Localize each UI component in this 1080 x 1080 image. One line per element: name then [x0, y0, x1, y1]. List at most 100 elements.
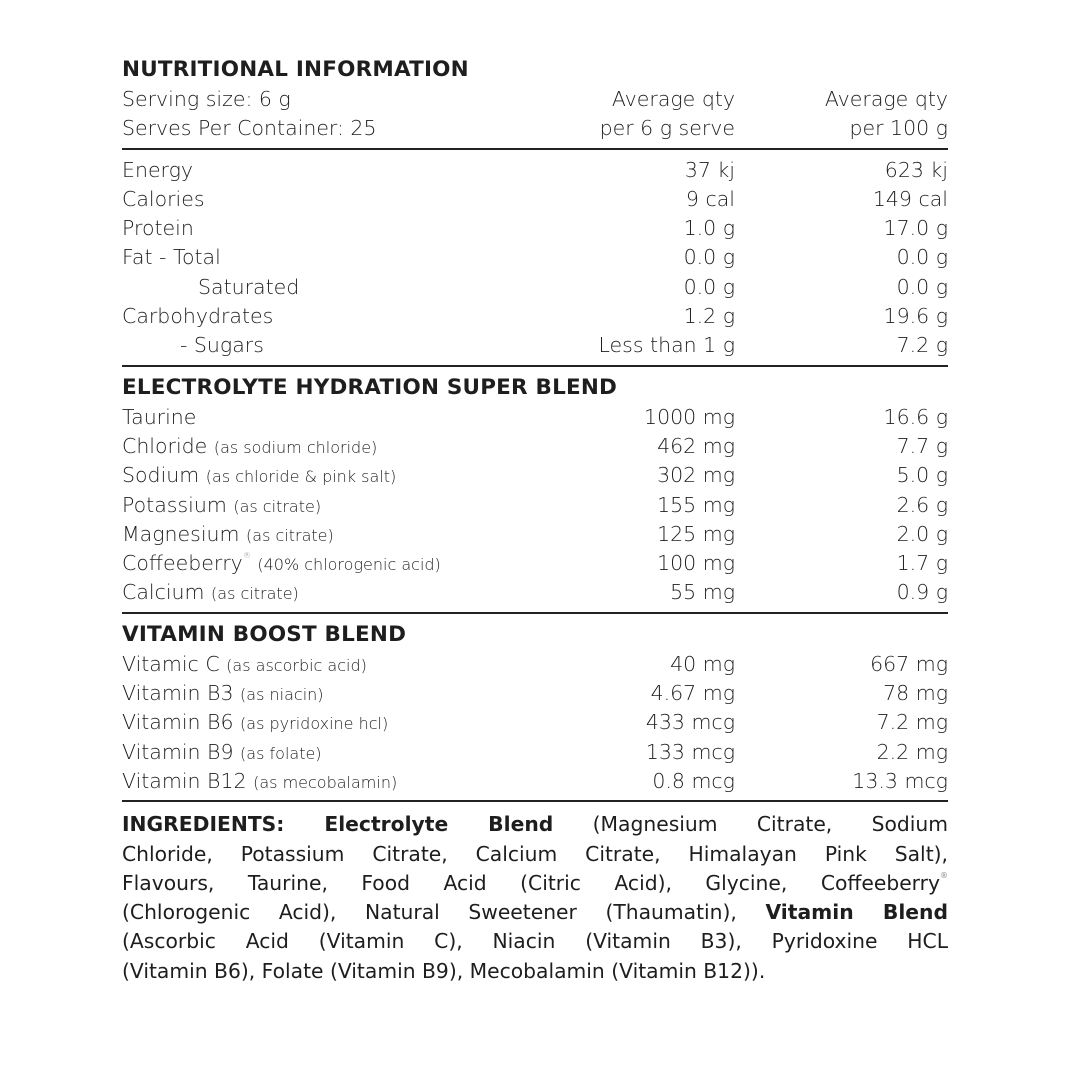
nutrient-name: Chloride (as sodium chloride)	[122, 432, 495, 461]
nutrient-name: - Sugars	[122, 331, 495, 360]
per-100g-value: 667 mg	[870, 651, 948, 676]
per-serve-value: 100 mg	[657, 551, 735, 576]
per-100g-value: 0.0 g	[896, 274, 948, 299]
nutrient-label: Taurine	[122, 404, 197, 429]
per-100g-value: 78 mg	[883, 681, 948, 706]
nutrient-name: Vitamic C (as ascorbic acid)	[122, 650, 495, 679]
nutrition-rows: Energy 37 kj 623 kj Calories 9 cal 149 cal Pro…	[122, 156, 948, 361]
nutrient-label: Coffeeberry	[122, 551, 243, 576]
table-row: Potassium (as citrate) 155 mg 2.6 g	[122, 491, 948, 520]
nutrient-note: (as pyridoxine hcl)	[240, 714, 389, 734]
nutrient-note: (as citrate)	[211, 584, 299, 604]
per-100g-value: 13.3 mcg	[852, 768, 948, 793]
per-100g-value: 0.9 g	[896, 580, 948, 605]
per-100g-value: 0.0 g	[896, 245, 948, 270]
nutrient-name: Fat - Total	[122, 243, 495, 272]
per-100g-value: 7.7 g	[896, 433, 948, 458]
per-serve-value: Less than 1 g	[598, 333, 735, 358]
ingredients-text: Flavours, Taurine, Food Acid (Citric Aci…	[122, 870, 940, 895]
col3-header-sub: per 100 g	[849, 116, 948, 141]
nutrient-label: Vitamin B12	[122, 768, 247, 793]
divider	[122, 147, 948, 150]
nutrient-note: (as niacin)	[240, 685, 324, 705]
nutrient-note: (as folate)	[240, 743, 322, 763]
nutrient-label: Calcium	[122, 580, 205, 605]
table-row: Calcium (as citrate) 55 mg 0.9 g	[122, 578, 948, 607]
nutrient-label: Carbohydrates	[122, 304, 274, 329]
nutrient-note: (as citrate)	[233, 496, 322, 516]
per-100g-value: 7.2 mg	[876, 710, 948, 735]
per-serve-value: 4.67 mg	[650, 681, 735, 706]
nutrient-name: Carbohydrates	[122, 302, 495, 331]
table-row: Vitamin B9 (as folate) 133 mcg 2.2 mg	[122, 738, 948, 767]
per-100g-value: 623 kj	[884, 157, 948, 182]
per-serve-value: 125 mg	[657, 521, 735, 546]
per-serve-value: 462 mg	[657, 433, 735, 458]
divider	[122, 800, 948, 803]
table-row: Carbohydrates 1.2 g 19.6 g	[122, 302, 948, 331]
per-serve-value: 0.8 mcg	[652, 768, 735, 793]
nutrient-label: Vitamin B9	[122, 739, 234, 764]
per-100g-value: 2.2 mg	[876, 739, 948, 764]
table-row: Vitamin B12 (as mecobalamin) 0.8 mcg 13.3 …	[122, 767, 948, 796]
per-100g-value: 17.0 g	[883, 216, 948, 241]
col2-header-sub: per 6 g serve	[599, 116, 735, 141]
section-title: VITAMIN BOOST BLEND	[122, 621, 407, 647]
per-serve-value: 302 mg	[657, 463, 735, 488]
nutrient-note: (40% chlorogenic acid)	[257, 555, 441, 575]
ingredients: INGREDIENTS: Electrolyte Blend (Magnesiu…	[122, 810, 948, 986]
nutrient-name: Vitamin B3 (as niacin)	[122, 679, 495, 708]
per-serve-value: 40 mg	[670, 651, 735, 676]
nutrient-label: Sodium	[122, 463, 200, 488]
header-row: Serves Per Container: 25 per 6 g serve p…	[122, 114, 948, 143]
serves-per-container: Serves Per Container: 25	[122, 116, 377, 141]
table-row: Vitamin B6 (as pyridoxine hcl) 433 mcg 7.2…	[122, 708, 948, 737]
table-row: Protein 1.0 g 17.0 g	[122, 214, 948, 243]
nutrient-name: Sodium (as chloride & pink salt)	[122, 461, 495, 490]
ingredients-text: (Magnesium Citrate, Sodium	[553, 812, 948, 837]
nutrient-name: Taurine	[122, 403, 495, 432]
nutrient-name: Energy	[122, 156, 495, 185]
nutrient-label: Saturated	[198, 274, 300, 299]
col3-header: Average qty	[824, 87, 948, 111]
nutrient-note: (as chloride & pink salt)	[205, 467, 397, 487]
nutrient-name: Potassium (as citrate)	[122, 491, 495, 520]
panel-title: NUTRITIONAL INFORMATION	[122, 57, 469, 82]
per-serve-value: 55 mg	[670, 580, 735, 605]
nutrition-panel: NUTRITIONAL INFORMATION Serving size: 6 …	[122, 55, 948, 986]
table-row: Coffeeberry® (40% chlorogenic acid) 100 m…	[122, 549, 948, 578]
nutrient-name: Vitamin B12 (as mecobalamin)	[122, 767, 495, 796]
per-100g-value: 7.2 g	[896, 333, 948, 358]
ingredients-line: Flavours, Taurine, Food Acid (Citric Aci…	[122, 869, 948, 898]
table-row: Taurine 1000 mg 16.6 g	[122, 403, 948, 432]
section-title: ELECTROLYTE HYDRATION SUPER BLEND	[122, 374, 618, 400]
table-row: Energy 37 kj 623 kj	[122, 156, 948, 185]
table-row: Magnesium (as citrate) 125 mg 2.0 g	[122, 520, 948, 549]
per-serve-value: 155 mg	[657, 492, 735, 517]
nutrient-label: Potassium	[122, 492, 227, 517]
nutrient-name: Vitamin B6 (as pyridoxine hcl)	[122, 708, 495, 737]
registered-mark: ®	[242, 551, 251, 561]
divider	[122, 364, 948, 367]
nutrient-name: Coffeeberry® (40% chlorogenic acid)	[122, 549, 495, 578]
per-serve-value: 1.2 g	[683, 304, 735, 329]
registered-mark: ®	[940, 870, 948, 880]
per-serve-value: 37 kj	[684, 157, 735, 182]
table-row: Chloride (as sodium chloride) 462 mg 7.7 g	[122, 432, 948, 461]
divider	[122, 611, 948, 614]
table-row: - Sugars Less than 1 g 7.2 g	[122, 331, 948, 360]
header-row: Serving size: 6 g Average qty Average qt…	[122, 85, 948, 114]
vitamin-rows: Vitamic C (as ascorbic acid) 40 mg 667 mg V…	[122, 650, 948, 796]
nutrient-name: Calcium (as citrate)	[122, 578, 495, 607]
vitamin-blend-label: Vitamin Blend	[765, 900, 948, 925]
per-serve-value: 9 cal	[685, 186, 735, 211]
per-100g-value: 5.0 g	[896, 463, 948, 488]
table-row: Vitamin B3 (as niacin) 4.67 mg 78 mg	[122, 679, 948, 708]
nutrient-name: Calories	[122, 185, 495, 214]
nutrient-label: Magnesium	[122, 521, 240, 546]
nutrient-label: Calories	[122, 186, 205, 211]
table-row: Saturated 0.0 g 0.0 g	[122, 273, 948, 302]
per-serve-value: 1000 mg	[644, 404, 735, 429]
nutrient-name: Vitamin B9 (as folate)	[122, 738, 495, 767]
per-100g-value: 16.6 g	[883, 404, 948, 429]
